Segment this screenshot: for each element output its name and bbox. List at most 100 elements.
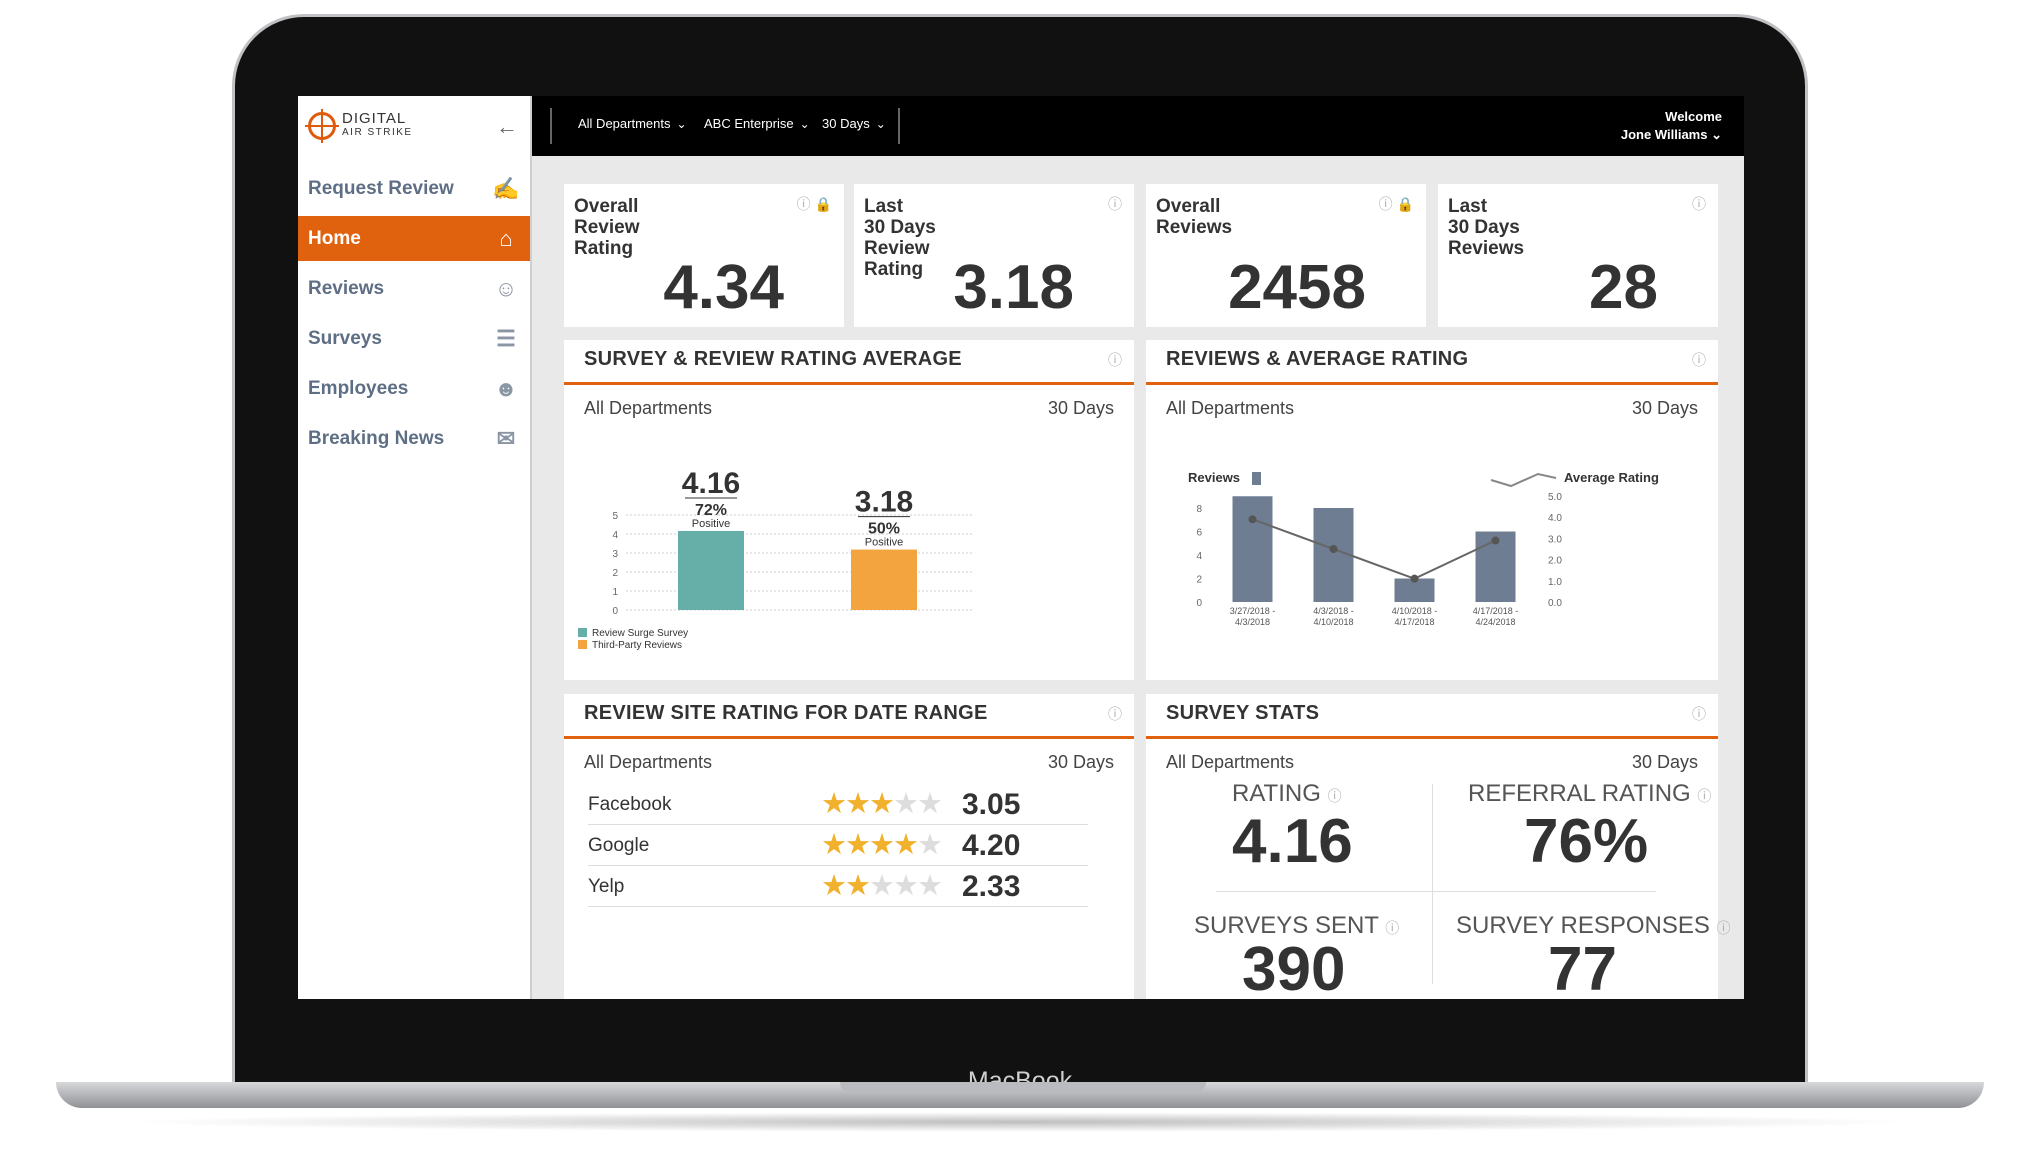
help-icon[interactable]: ⓘ <box>1697 788 1712 804</box>
stat-title: Last 30 Days Reviews <box>1448 196 1525 259</box>
x-tick-label: 4/3/2018 - <box>1313 606 1354 616</box>
site-name: Yelp <box>588 876 625 897</box>
help-icon[interactable]: ⓘ <box>1692 352 1706 368</box>
line-point <box>1491 536 1500 545</box>
site-rating-row[interactable]: Google ★★★★★ 4.20 <box>588 825 1088 866</box>
help-icon[interactable]: ⓘ <box>1108 196 1122 212</box>
y-tick-label-right: 2.0 <box>1548 556 1562 567</box>
sidebar-item-label: Employees <box>308 377 409 399</box>
panel-divider <box>564 736 1134 739</box>
rating-label: RATING ⓘ <box>1232 780 1342 807</box>
star-icon: ★ <box>845 788 871 820</box>
star-rating: ★★★★★ <box>821 868 943 903</box>
welcome-text: Welcome <box>1665 109 1722 124</box>
panel-title: REVIEWS & AVERAGE RATING <box>1166 348 1469 370</box>
panel-range: 30 Days <box>1631 398 1698 418</box>
y-tick-label: 0 <box>612 606 618 617</box>
panel-department: All Departments <box>1166 398 1295 418</box>
sidebar-item-label: Reviews <box>308 277 385 299</box>
panel-reviews-average-rating: REVIEWS & AVERAGE RATING ⓘ All Departmen… <box>1146 340 1718 680</box>
bar <box>1313 508 1354 602</box>
y-tick-label: 2 <box>612 568 618 579</box>
star-icon: ★ <box>821 788 847 820</box>
department-dropdown[interactable]: All Departments ⌄ <box>578 116 687 131</box>
panel-department: All Departments <box>584 398 713 418</box>
user-menu[interactable]: Welcome Jone Williams ⌄ <box>1621 108 1722 144</box>
legend-label: Review Surge Survey <box>592 628 688 639</box>
star-icon: ★ <box>869 870 895 902</box>
surveys-icon: ☰ <box>496 325 516 351</box>
panel-survey-stats: SURVEY STATS ⓘ All Departments 30 Days R… <box>1146 694 1731 999</box>
star-icon: ★ <box>893 829 919 861</box>
panel-range: 30 Days <box>1047 398 1114 418</box>
bar <box>678 530 744 610</box>
logo-line2: AIR STRIKE <box>342 127 413 138</box>
star-icon: ★ <box>869 788 895 820</box>
sidebar-item-label: Breaking News <box>308 427 445 449</box>
site-rating-row[interactable]: Facebook ★★★★★ 3.05 <box>588 784 1088 825</box>
help-icon[interactable]: ⓘ <box>1692 706 1706 722</box>
stat-title: Overall Reviews <box>1156 196 1233 238</box>
help-icon[interactable]: ⓘ <box>1716 920 1731 936</box>
help-icon[interactable]: ⓘ <box>1385 920 1400 936</box>
logo-icon <box>308 112 336 140</box>
user-name: Jone Williams <box>1620 127 1708 142</box>
x-tick-label: 3/27/2018 - <box>1230 606 1276 616</box>
panel-divider <box>1146 382 1718 385</box>
bar <box>1232 496 1273 602</box>
panel-review-site-rating: REVIEW SITE RATING FOR DATE RANGE ⓘ All … <box>564 694 1134 999</box>
x-tick-label: 4/10/2018 <box>1313 617 1353 627</box>
sidebar-item-home[interactable]: Home ⌂ <box>298 216 530 261</box>
enterprise-dropdown[interactable]: ABC Enterprise ⌄ <box>704 116 810 131</box>
help-icon[interactable]: ⓘ <box>1327 788 1342 804</box>
y-tick-label-left: 8 <box>1196 504 1202 515</box>
site-rating-row[interactable]: Yelp ★★★★★ 2.33 <box>588 866 1088 907</box>
sidebar-item-request-review[interactable]: Request Review ✍ <box>298 166 530 211</box>
panel-department: All Departments <box>584 752 713 772</box>
stat-card-overall-reviews: Overall Reviews ⓘ 🔒 2458 <box>1146 184 1426 327</box>
y-tick-label: 5 <box>612 511 618 522</box>
stat-value: 2458 <box>1228 253 1366 322</box>
sidebar-item-surveys[interactable]: Surveys ☰ <box>298 316 530 361</box>
x-tick-label: 4/3/2018 <box>1235 617 1270 627</box>
bar-sublabel: Positive <box>865 537 904 549</box>
star-icon: ★ <box>869 829 895 861</box>
chevron-down-icon: ⌄ <box>799 116 810 131</box>
panel-title: SURVEY STATS <box>1166 702 1320 724</box>
help-lock-icon[interactable]: ⓘ 🔒 <box>796 196 832 212</box>
star-icon: ★ <box>917 788 943 820</box>
sidebar-item-breaking-news[interactable]: Breaking News ✉ <box>298 416 530 461</box>
legend-label: Reviews <box>1188 470 1240 485</box>
employees-icon: ☻ <box>494 375 518 401</box>
sidebar-item-employees[interactable]: Employees ☻ <box>298 366 530 411</box>
site-score: 4.20 <box>962 829 1021 862</box>
y-tick-label-left: 4 <box>1196 551 1202 562</box>
star-icon: ★ <box>845 870 871 902</box>
stats-divider <box>1216 891 1656 892</box>
sidebar-nav: Request Review ✍ Home ⌂ Reviews ☺ Survey… <box>298 166 530 466</box>
panel-title: SURVEY & REVIEW RATING AVERAGE <box>584 348 962 370</box>
star-icon: ★ <box>917 870 943 902</box>
legend-label: Average Rating <box>1564 470 1659 485</box>
star-rating: ★★★★★ <box>821 786 943 821</box>
laptop-shadow <box>120 1112 1920 1132</box>
chevron-down-icon: ⌄ <box>676 116 687 131</box>
site-score: 2.33 <box>962 870 1021 903</box>
help-icon[interactable]: ⓘ <box>1108 706 1122 722</box>
y-tick-label: 1 <box>612 587 618 598</box>
survey-responses-value: 77 <box>1548 935 1617 999</box>
divider <box>898 108 900 144</box>
range-dropdown[interactable]: 30 Days ⌄ <box>822 116 886 131</box>
top-bar: All Departments ⌄ ABC Enterprise ⌄ 30 Da… <box>532 96 1744 156</box>
help-lock-icon[interactable]: ⓘ 🔒 <box>1378 196 1414 212</box>
sidebar-item-reviews[interactable]: Reviews ☺ <box>298 266 530 311</box>
logo[interactable]: DIGITAL AIR STRIKE <box>308 110 413 142</box>
star-icon: ★ <box>917 829 943 861</box>
help-icon[interactable]: ⓘ <box>1108 352 1122 368</box>
help-icon[interactable]: ⓘ <box>1692 196 1706 212</box>
collapse-sidebar-icon[interactable]: ← <box>496 114 518 139</box>
chevron-down-icon: ⌄ <box>875 116 886 131</box>
stat-card-overall-review-rating: Overall Review Rating ⓘ 🔒 4.34 <box>564 184 844 327</box>
y-tick-label: 4 <box>612 530 618 541</box>
y-tick-label-right: 3.0 <box>1548 534 1562 545</box>
